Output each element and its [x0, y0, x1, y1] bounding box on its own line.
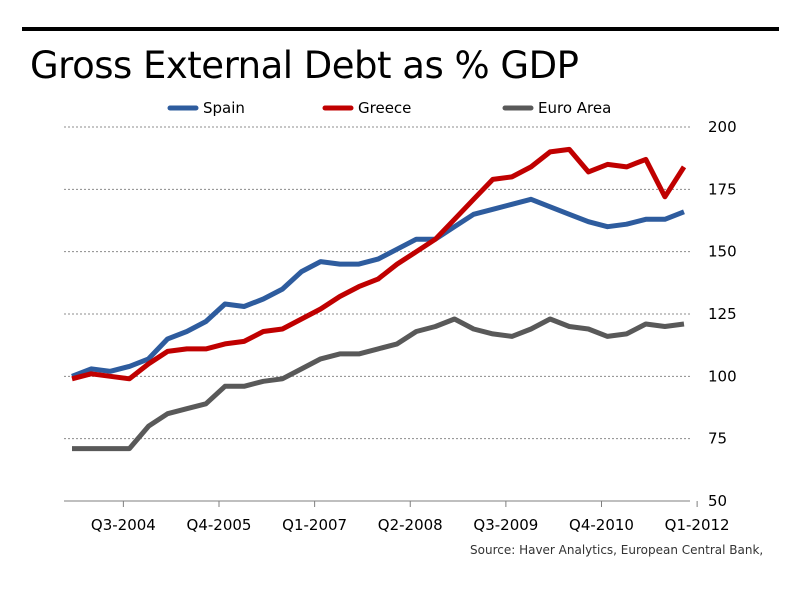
x-tick-label-Q4-2005: Q4-2005 [187, 516, 252, 534]
y-tick-label-50: 50 [708, 492, 727, 510]
axes: 50 75 100 125 150 175 200 Q3-2004 Q4-2005 Q1-2007… [64, 118, 737, 534]
x-tick-label-Q1-2012: Q1-2012 [665, 516, 730, 534]
y-tick-label-75: 75 [708, 430, 727, 448]
series-lines [71, 146, 687, 452]
x-tick-label-Q3-2004: Q3-2004 [91, 516, 156, 534]
y-tick-label-100: 100 [708, 367, 737, 385]
x-tick-label-Q1-2007: Q1-2007 [282, 516, 347, 534]
legend-label-spain: Spain [203, 99, 245, 117]
y-tick-label-125: 125 [708, 305, 737, 323]
title-rule [22, 27, 779, 31]
legend: Spain Greece Euro Area [167, 99, 611, 117]
x-tick-label-Q4-2010: Q4-2010 [569, 516, 634, 534]
gridlines [64, 126, 690, 440]
series-line-greece [71, 146, 687, 382]
source-note: Source: Haver Analytics, European Centra… [470, 543, 764, 557]
legend-label-greece: Greece [358, 99, 411, 117]
legend-label-euro-area: Euro Area [538, 99, 611, 117]
series-line-euro-area [72, 316, 685, 452]
y-tick-label-200: 200 [708, 118, 737, 136]
x-tick-label-Q3-2009: Q3-2009 [473, 516, 538, 534]
series-line-spain [71, 196, 685, 379]
y-tick-label-150: 150 [708, 243, 737, 261]
chart-title: Gross External Debt as % GDP [30, 44, 579, 87]
x-tick-label-Q2-2008: Q2-2008 [378, 516, 443, 534]
y-tick-label-175: 175 [708, 180, 737, 198]
